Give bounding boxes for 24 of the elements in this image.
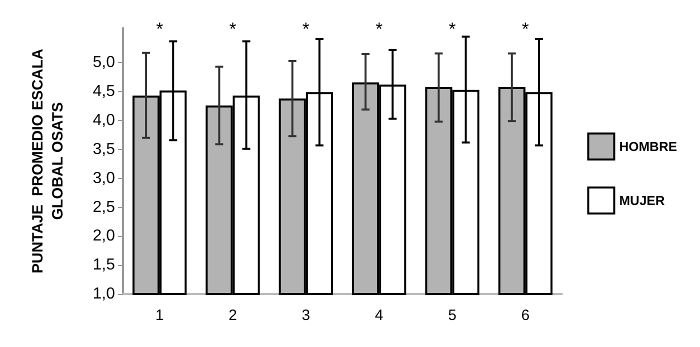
legend-label: MUJER xyxy=(619,193,666,208)
annotation: * xyxy=(522,19,529,39)
annotation: * xyxy=(229,19,236,39)
annotation: * xyxy=(156,19,164,39)
y-tick-label: 4,5 xyxy=(92,83,116,100)
y-axis-title: PUNTAJE PROMEDIO ESCALA GLOBAL OSATS xyxy=(30,48,66,274)
y-tick-label: 3,5 xyxy=(92,140,116,158)
legend-label: HOMBRE xyxy=(619,139,678,154)
x-tick-label: 5 xyxy=(448,307,456,324)
y-tick-label: 1,5 xyxy=(92,256,116,274)
x-tick-label: 2 xyxy=(228,307,237,324)
y-tick-label: 4,0 xyxy=(92,112,116,130)
annotation: * xyxy=(302,19,310,39)
x-tick-label: 3 xyxy=(302,307,310,324)
y-tick-label: 2,5 xyxy=(92,198,116,216)
y-tick-label: 3,0 xyxy=(92,170,116,187)
y-tick-label: 2,0 xyxy=(92,228,116,245)
x-tick-label: 4 xyxy=(374,307,384,324)
x-tick-label: 6 xyxy=(521,307,530,324)
x-tick-label: 1 xyxy=(155,307,164,324)
y-tick-label: 5,0 xyxy=(92,54,116,72)
annotation: * xyxy=(448,19,456,39)
annotation: * xyxy=(376,19,383,39)
y-tick-label: 1,0 xyxy=(92,286,116,302)
